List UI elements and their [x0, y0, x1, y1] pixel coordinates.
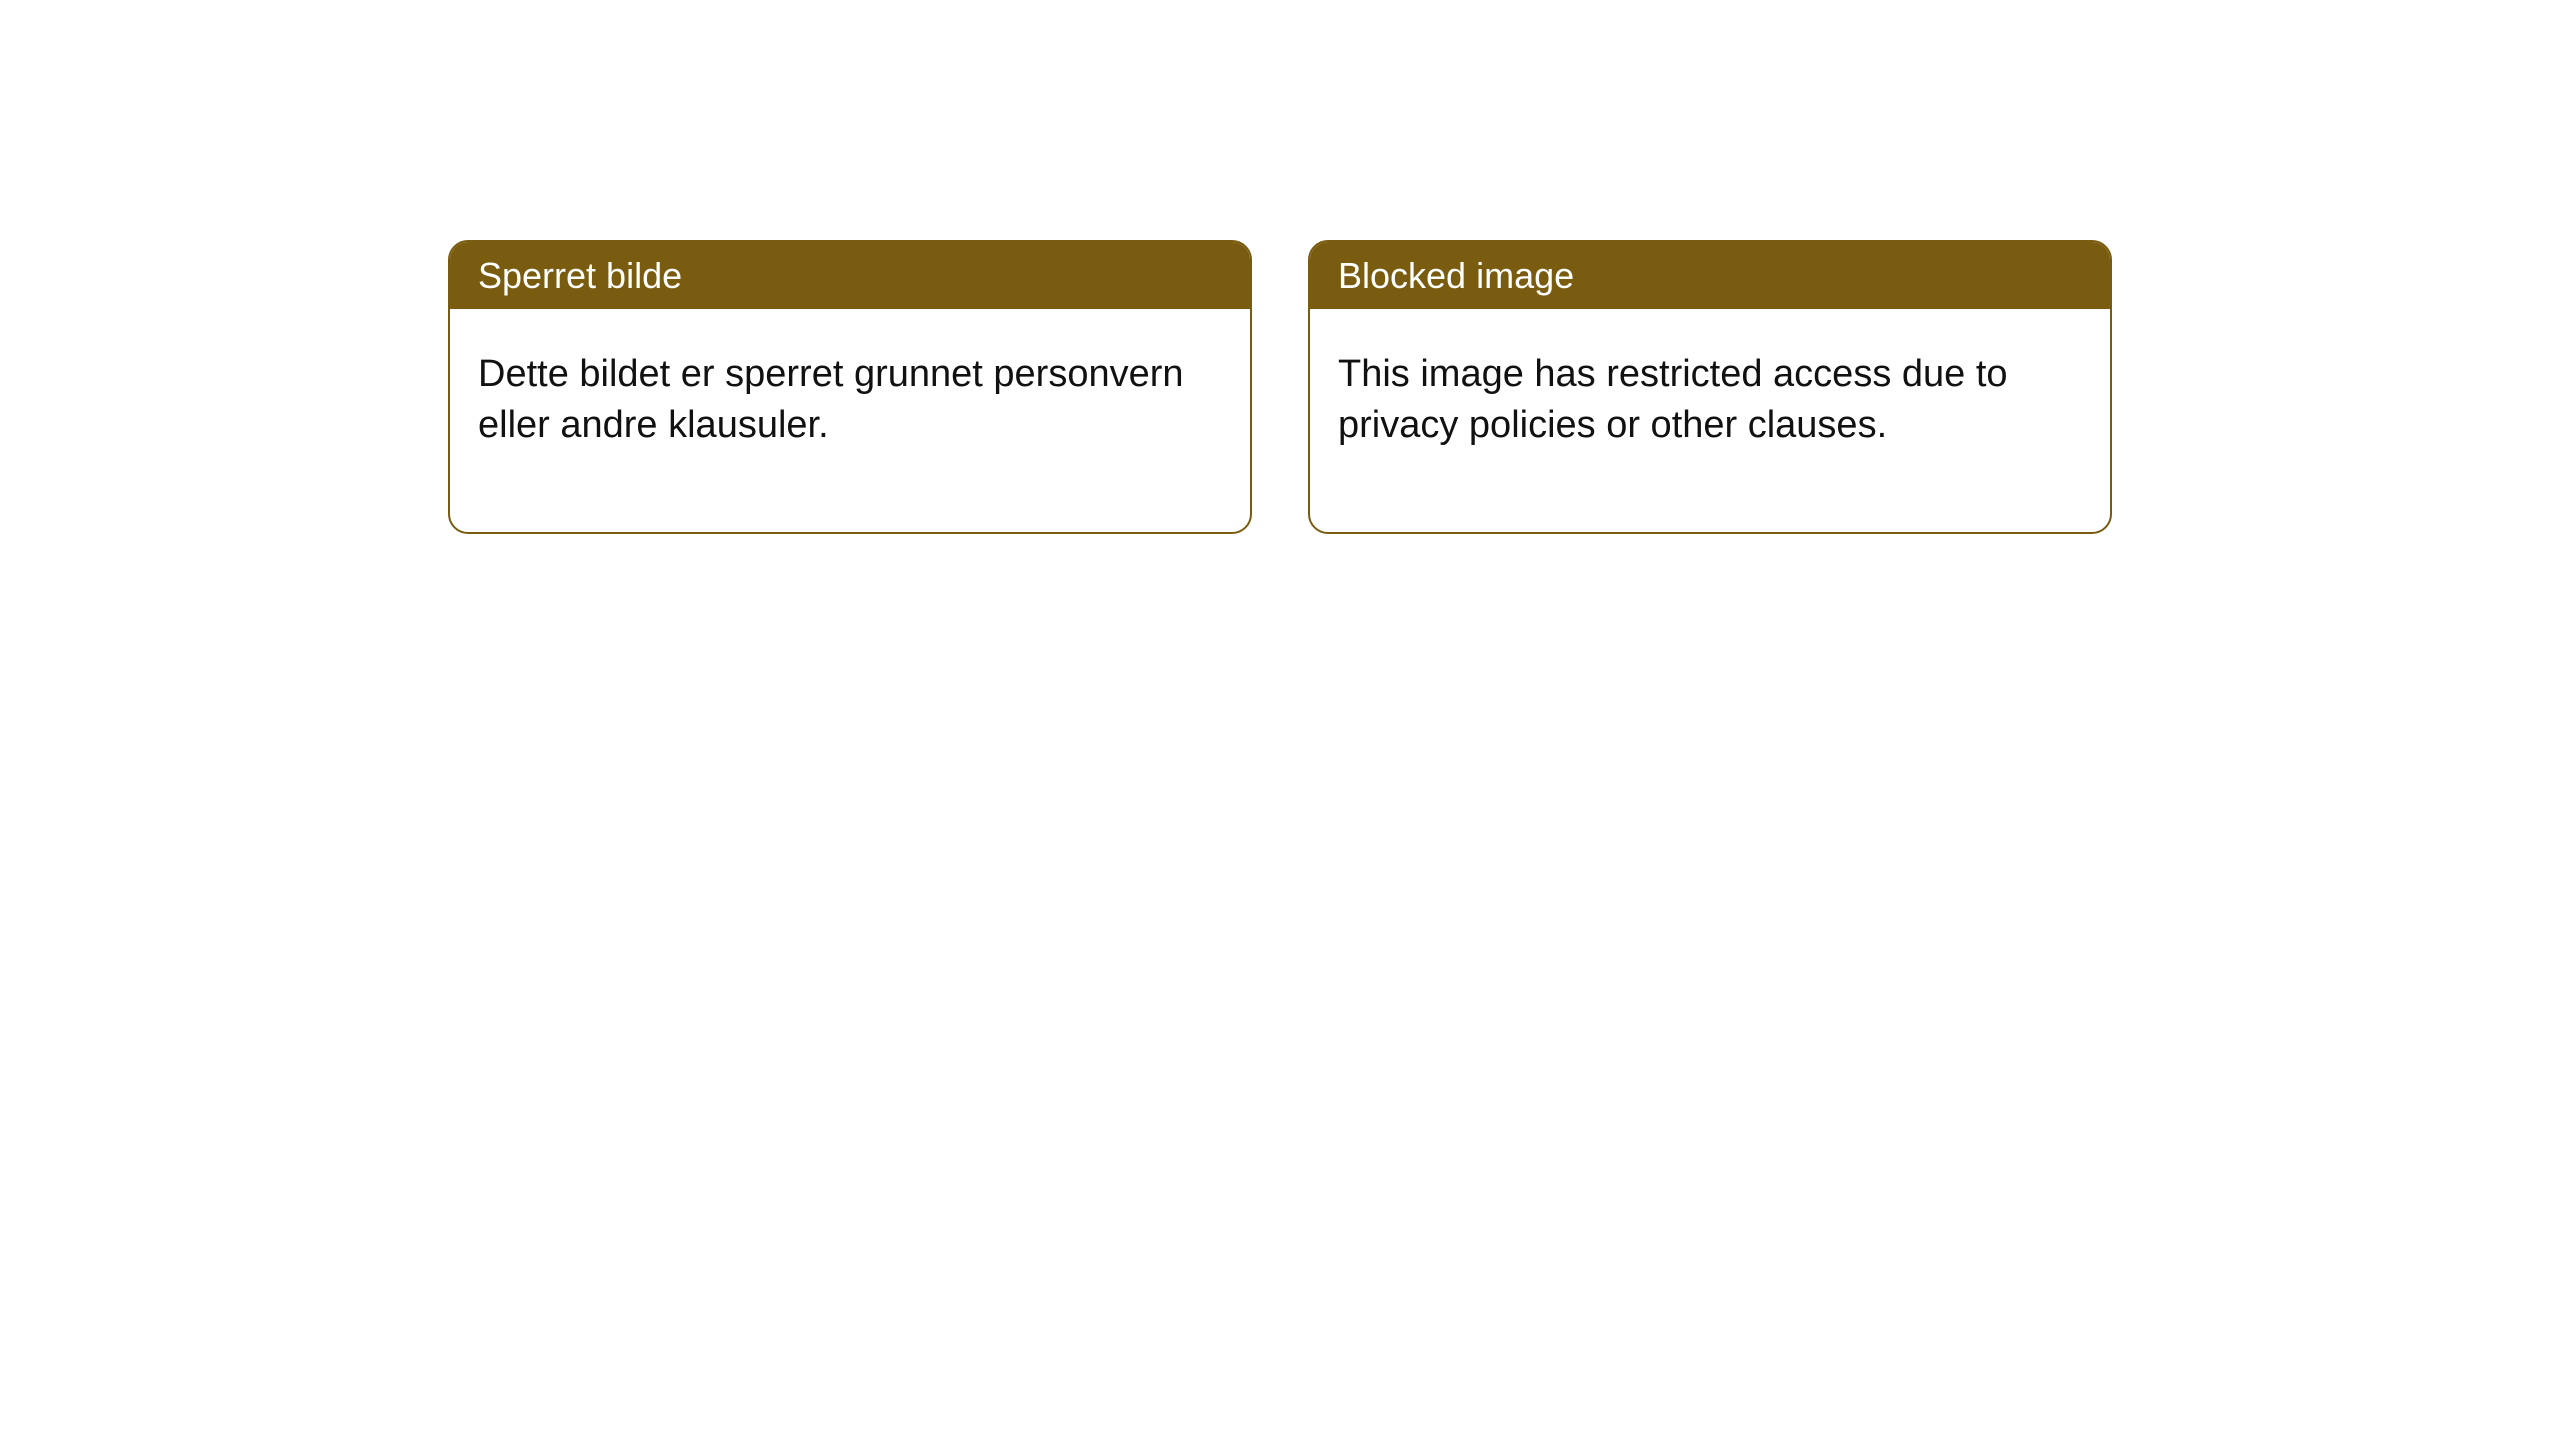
notice-header: Blocked image: [1310, 242, 2110, 309]
notice-container: Sperret bilde Dette bildet er sperret gr…: [0, 0, 2560, 534]
notice-message: This image has restricted access due to …: [1338, 353, 2008, 446]
notice-header: Sperret bilde: [450, 242, 1250, 309]
notice-message: Dette bildet er sperret grunnet personve…: [478, 353, 1184, 446]
notice-title: Sperret bilde: [478, 255, 682, 296]
notice-body: This image has restricted access due to …: [1310, 309, 2110, 532]
notice-card-norwegian: Sperret bilde Dette bildet er sperret gr…: [448, 240, 1252, 534]
notice-card-english: Blocked image This image has restricted …: [1308, 240, 2112, 534]
notice-title: Blocked image: [1338, 255, 1574, 296]
notice-body: Dette bildet er sperret grunnet personve…: [450, 309, 1250, 532]
